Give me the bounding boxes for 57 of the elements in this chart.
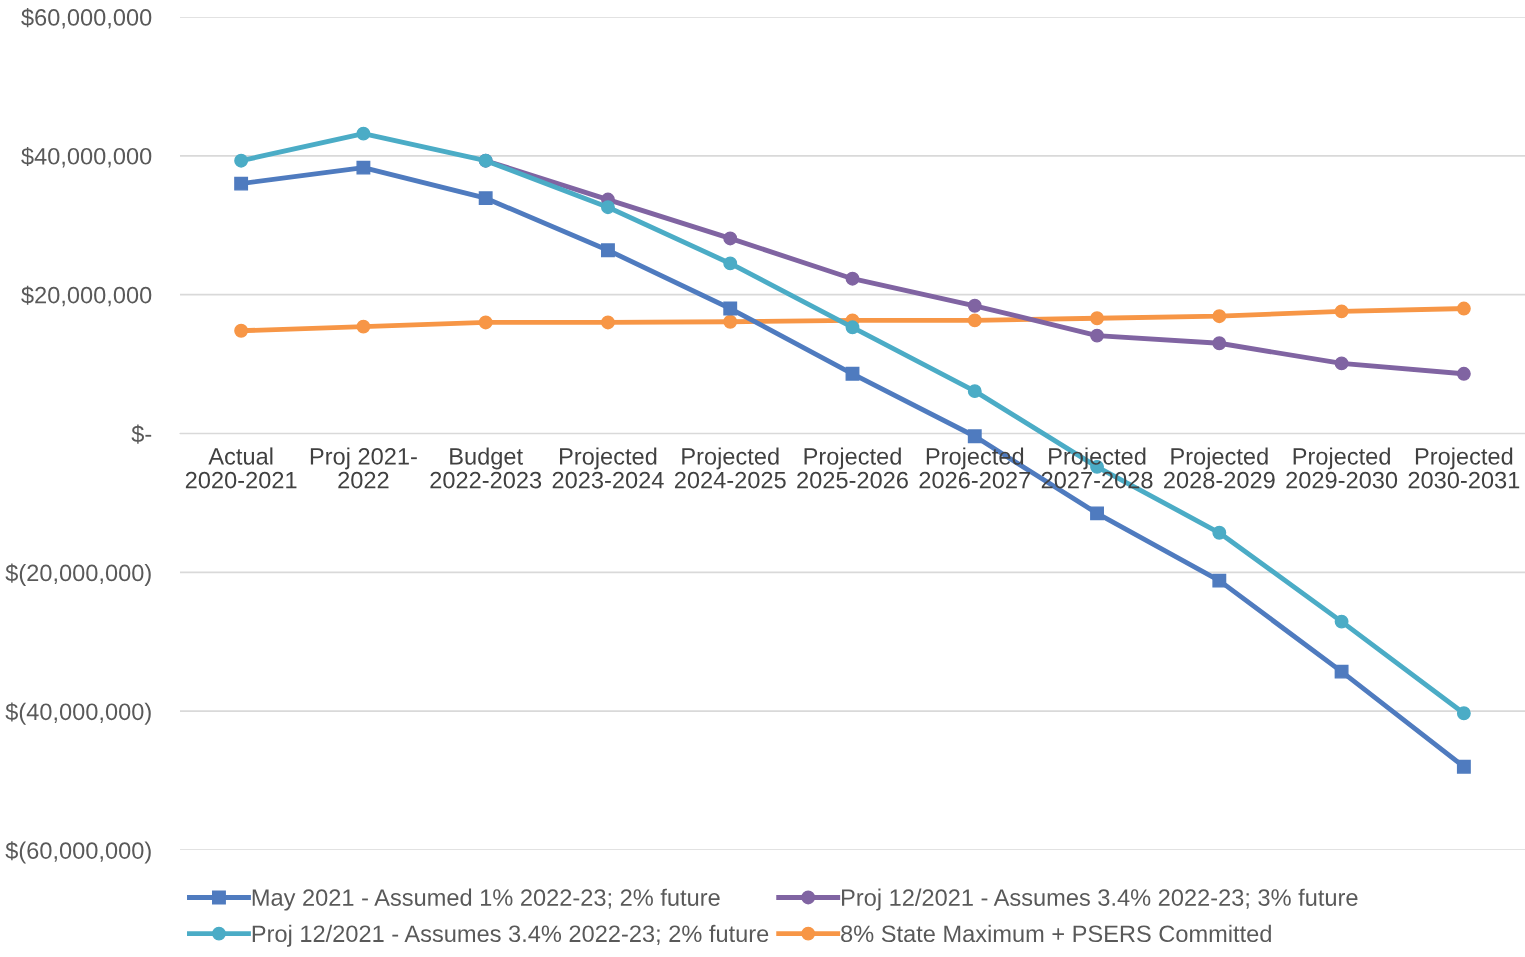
point	[1334, 304, 1349, 319]
x-tick-label: Projected 2030-2031	[1408, 447, 1520, 489]
legend-label: May 2021 - Assumed 1% 2022-23; 2% future	[252, 888, 720, 911]
point	[356, 160, 371, 175]
point	[1456, 759, 1471, 774]
point	[967, 298, 982, 313]
legend-label: Proj 12/2021 - Assumes 3.4% 2022-23; 2% future	[252, 924, 769, 947]
point	[1334, 664, 1349, 679]
point	[478, 315, 493, 330]
y-tick-label: $(40,000,000)	[5, 702, 151, 725]
point	[1090, 311, 1104, 326]
x-tick-label: Projected 2029-2030	[1286, 447, 1398, 489]
point	[1212, 309, 1227, 324]
point	[723, 256, 738, 271]
x-tick-label: Budget 2022-2023	[430, 447, 542, 489]
x-tick-label: Projected 2025-2026	[797, 447, 908, 489]
point	[967, 429, 982, 444]
point	[1090, 328, 1104, 343]
point	[478, 191, 493, 206]
point	[1334, 356, 1349, 371]
point	[723, 231, 738, 246]
point	[723, 301, 738, 316]
point	[1212, 525, 1227, 540]
point	[356, 126, 371, 141]
point	[234, 176, 249, 191]
legend-label: Proj 12/2021 - Assumes 3.4% 2022-23; 3% future	[842, 888, 1358, 911]
legend-label: 8% State Maximum + PSERS Committed	[841, 924, 1271, 943]
point	[845, 271, 860, 286]
x-tick-label: Proj 2021- 2022	[310, 447, 417, 489]
point	[1212, 573, 1227, 588]
point	[845, 320, 860, 335]
point	[845, 366, 860, 381]
x-tick-label: Projected 2023-2024	[552, 447, 664, 489]
y-tick-label: $40,000,000	[21, 146, 152, 168]
point	[1456, 706, 1471, 721]
y-tick-label: $20,000,000	[21, 285, 152, 307]
point	[601, 243, 615, 258]
y-tick-label: $(60,000,000)	[5, 841, 151, 864]
point	[967, 313, 982, 328]
point	[723, 314, 738, 329]
y-tick-label: $60,000,000	[21, 8, 152, 29]
point	[601, 315, 615, 330]
point	[234, 323, 249, 338]
point	[967, 384, 982, 399]
point	[1456, 366, 1471, 381]
point	[356, 319, 371, 334]
point	[601, 200, 615, 215]
point	[1212, 336, 1227, 351]
point	[1456, 301, 1471, 316]
x-tick-label: Actual 2020-2021	[185, 447, 297, 489]
y-tick-label: $-	[131, 424, 152, 444]
x-tick-label: Projected 2028-2029	[1164, 447, 1275, 489]
x-tick-label: Projected 2024-2025	[674, 447, 786, 489]
y-tick-label: $(20,000,000)	[5, 563, 151, 586]
point	[234, 153, 249, 168]
point	[1334, 614, 1349, 629]
point	[1090, 506, 1104, 521]
